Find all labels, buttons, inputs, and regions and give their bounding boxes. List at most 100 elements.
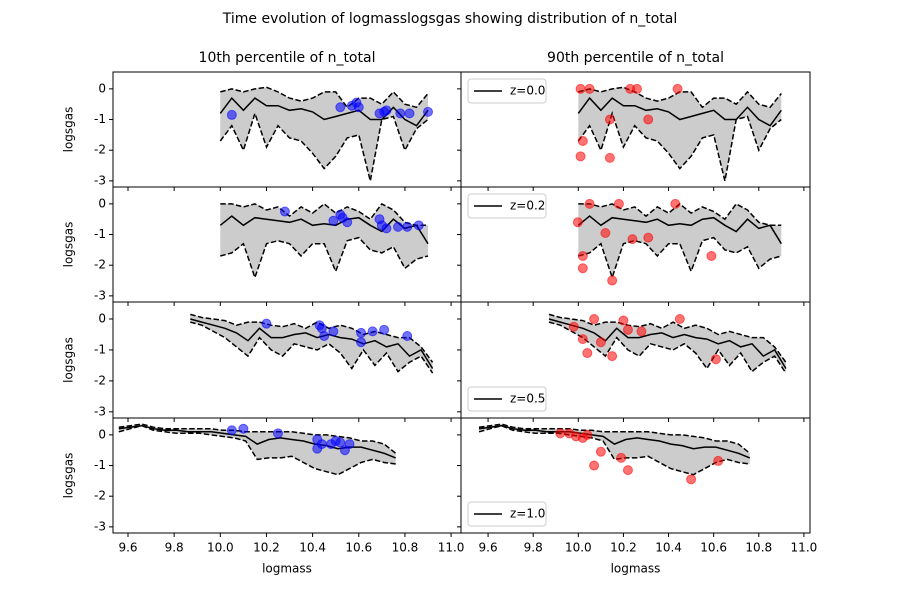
scatter-point [381,105,392,116]
x-axis-label: logmass [262,562,312,576]
y-tick-label: 0 [98,196,106,210]
scatter-point [613,198,624,209]
scatter-point [353,102,364,113]
scatter-point [226,425,237,436]
scatter-point [402,221,413,232]
scatter-point [413,220,424,231]
legend-label: z=0.2 [510,199,545,213]
scatter-point [577,263,588,274]
scatter-point [607,351,618,362]
scatter-point [631,83,642,94]
scatter-point [555,428,566,439]
scatter-point [575,83,586,94]
scatter-point [379,324,390,335]
scatter-point [328,326,339,337]
scatter-point [261,318,272,329]
scatter-point [568,321,579,332]
axes-frame [460,417,811,534]
x-tick-label: 11.0 [791,541,818,555]
y-tick-label: -2 [94,373,106,387]
lower-line [548,321,787,374]
band-fill [549,314,786,374]
y-tick-label: -1 [94,227,106,241]
x-tick-label: 10.0 [565,541,592,555]
scatter-point [328,215,339,226]
y-axis-label: logsgas [62,222,76,268]
scatter-point [226,109,237,120]
y-tick-label: -3 [94,519,106,533]
figure-title: Time evolution of logmasslogsgas showing… [222,11,678,27]
scatter-point [686,474,697,485]
y-tick-label: -2 [94,143,106,157]
lower-line [219,110,429,182]
upper-line [190,313,434,363]
x-tick-label: 9.6 [479,541,498,555]
band-fill [479,424,750,475]
y-axis-label: logsgas [62,337,76,383]
scatter-point [622,465,633,476]
scatter-point [319,331,330,342]
scatter-point [622,324,633,335]
y-tick-label: -3 [94,173,106,187]
x-tick-label: 10.4 [655,541,682,555]
legend-box [467,193,547,219]
x-tick-label: 10.2 [610,541,637,555]
scatter-point [618,315,629,326]
scatter-point [595,337,606,348]
y-tick-label: 0 [98,427,106,441]
lower-line [220,236,429,280]
scatter-point [356,337,367,348]
panel: 9.6 9.8 10.0 10.2 10.4 10.6 10.8 11.0 logmass z=1… [457,417,818,576]
x-tick-label: 10.8 [392,541,419,555]
scatter-point [672,83,683,94]
scatter-point [316,439,327,450]
legend-box [467,501,547,527]
scatter-point [595,446,606,457]
band-fill [118,424,396,475]
panel: z=0.2 [457,186,811,306]
median-line [219,215,429,245]
scatter-point [575,151,586,162]
scatter-point [584,198,595,209]
upper-line [118,423,397,454]
legend-label: z=0.0 [510,84,545,98]
scatter-point [395,108,406,119]
scatter-point [643,114,654,125]
scatter-point [367,326,378,337]
scatter-point [627,234,638,245]
scatter-point [393,221,403,232]
y-tick-label: -1 [94,458,106,472]
scatter-point [600,228,611,238]
scatter-point [572,217,583,228]
lower-line [578,236,782,280]
scatter-point [706,251,717,261]
scatter-point [404,108,415,119]
panel: -3 -2 -1 0 logsgas [62,71,462,191]
x-tick-label: 11.0 [438,541,465,555]
scatter-point [607,275,618,286]
x-axis-label: logmass [611,562,661,576]
scatter-point [710,354,721,365]
scatter-point [584,83,595,94]
y-tick-label: -2 [94,258,106,272]
scatter-point [604,114,615,125]
lower-line [118,424,396,476]
median-line [577,96,782,127]
y-axis-label: logsgas [62,453,76,499]
scatter-point [582,348,593,359]
scatter-point [604,152,615,163]
x-tick-label: 9.6 [118,541,137,555]
scatter-point [344,439,355,450]
median-line [577,215,782,245]
column-title: 10th percentile of n_total [199,50,376,66]
upper-line [478,423,751,454]
scatter-point [713,455,724,466]
scatter-point [423,106,433,117]
x-tick-label: 10.6 [345,541,372,555]
median-line [190,318,434,369]
y-tick-label: -1 [94,112,106,126]
panel: z=0.5 [457,301,811,422]
legend-box [467,78,547,104]
median-line [478,424,751,459]
